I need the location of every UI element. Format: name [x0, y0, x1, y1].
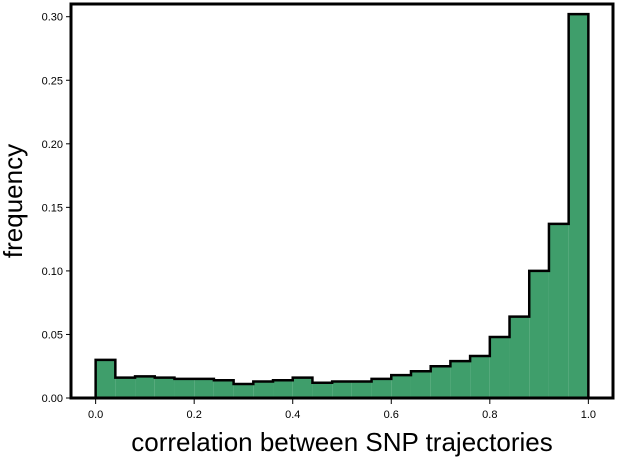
y-tick-label: 0.30: [42, 12, 63, 24]
histogram-bar: [253, 381, 274, 398]
histogram-outline: [94, 12, 590, 398]
x-tick-label: 0.6: [384, 409, 399, 421]
x-axis-title: correlation between SNP trajectories: [131, 427, 553, 457]
histogram-bar: [332, 381, 352, 398]
x-tick-label: 0.2: [187, 409, 202, 421]
histogram-bar: [351, 381, 372, 398]
x-tick-label: 0.0: [88, 409, 103, 421]
plot-frame: [69, 2, 615, 400]
histogram-bar: [509, 316, 530, 398]
histogram-bar: [371, 378, 392, 398]
histogram-bar: [194, 378, 214, 398]
histogram-bar: [529, 270, 549, 398]
y-tick-label: 0.10: [42, 266, 63, 278]
histogram-bar: [312, 382, 333, 398]
histogram-bar: [95, 359, 116, 398]
y-tick-label: 0.05: [42, 329, 63, 341]
histogram-bar: [410, 371, 431, 398]
y-axis-title: frequency: [0, 144, 28, 258]
y-tick-label: 0.25: [42, 75, 63, 87]
y-tick-label: 0.20: [42, 139, 63, 151]
histogram-bar: [548, 223, 569, 398]
histogram-bar: [115, 377, 136, 398]
y-axis: 0.00 0.05 0.10 0.15 0.20 0.25 0.30: [42, 12, 71, 405]
histogram-bar: [470, 356, 490, 398]
x-axis: 0.0 0.2 0.4 0.6 0.8 1.0: [88, 398, 596, 421]
histogram-bar: [154, 377, 175, 398]
histogram-bar: [292, 377, 313, 398]
x-tick-label: 0.4: [285, 409, 300, 421]
histogram-bar: [233, 384, 254, 398]
histogram-bar: [430, 366, 451, 398]
histogram-bar: [174, 378, 195, 398]
histogram-bar: [568, 14, 589, 398]
y-tick-label: 0.15: [42, 202, 63, 214]
histogram-bar: [450, 361, 471, 398]
histogram-bar: [135, 376, 155, 398]
bars-layer: [94, 12, 590, 398]
x-tick-label: 1.0: [581, 409, 596, 421]
histogram-bar: [273, 380, 293, 398]
histogram-bar: [213, 380, 234, 398]
histogram-bar: [391, 375, 411, 398]
y-tick-label: 0.00: [42, 393, 63, 405]
histogram-bar: [489, 336, 510, 398]
x-tick-label: 0.8: [482, 409, 497, 421]
